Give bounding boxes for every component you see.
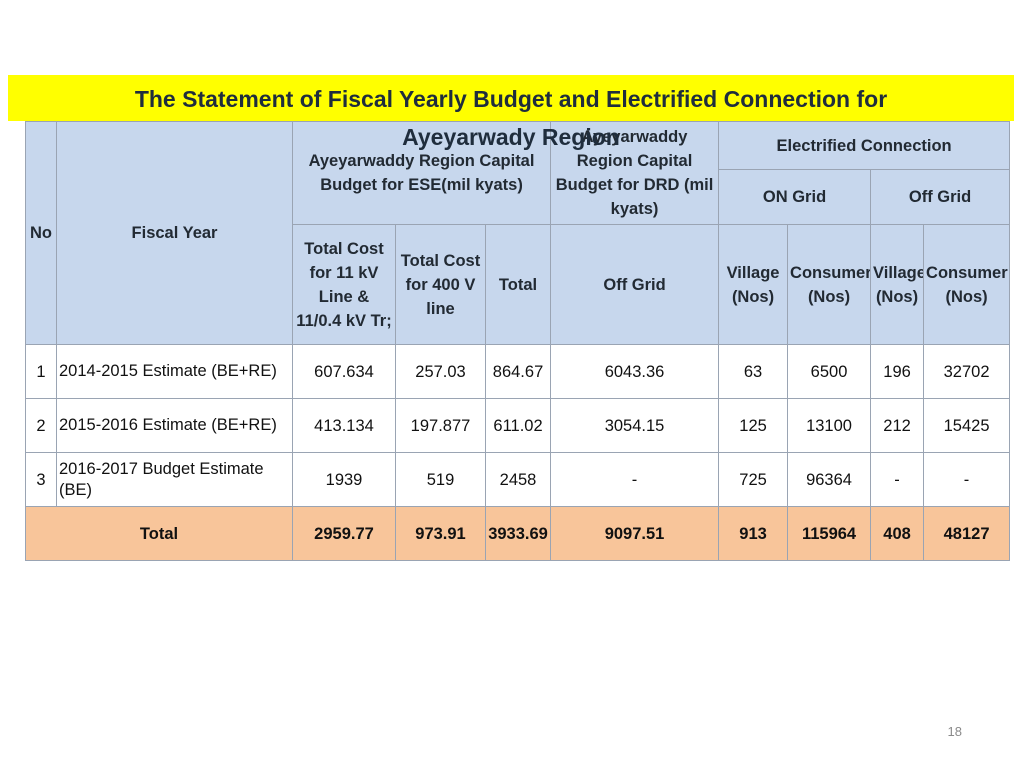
total-cost-400v: 973.91 bbox=[395, 506, 486, 561]
row-fiscal-year: 2015-2016 Estimate (BE+RE) bbox=[56, 398, 293, 453]
row-drd-off-grid: - bbox=[550, 452, 720, 507]
total-off-grid-village: 408 bbox=[870, 506, 925, 561]
header-ese-budget: Ayeyarwaddy Region Capital Budget for ES… bbox=[291, 121, 552, 225]
row-cost-400v: 257.03 bbox=[395, 344, 486, 399]
row-cost-400v: 197.877 bbox=[395, 398, 486, 453]
total-row: Total 2959.77 973.91 3933.69 9097.51 913… bbox=[25, 506, 1011, 561]
total-cost-11kv: 2959.77 bbox=[292, 506, 396, 561]
header-off-grid-consumer: Consumer (Nos) bbox=[923, 224, 1011, 345]
header-electrified-connection: Electrified Connection bbox=[718, 121, 1011, 170]
row-total: 864.67 bbox=[484, 344, 552, 399]
row-off-grid-consumer: 32702 bbox=[923, 344, 1011, 399]
header-on-grid-consumer: Consumer (Nos) bbox=[787, 224, 872, 345]
header-no: No bbox=[25, 121, 57, 345]
table-row: 2 2015-2016 Estimate (BE+RE) 413.134 197… bbox=[25, 398, 1011, 453]
row-total: 2458 bbox=[484, 452, 552, 507]
header-on-grid-village: Village (Nos) bbox=[718, 224, 789, 345]
row-off-grid-village: 212 bbox=[870, 398, 925, 453]
header-cost-11kv: Total Cost for 11 kV Line & 11/0.4 kV Tr… bbox=[292, 224, 396, 345]
table-row: 3 2016-2017 Budget Estimate (BE) 1939 51… bbox=[25, 452, 1011, 507]
header-cost-400v: Total Cost for 400 V line bbox=[395, 224, 486, 345]
row-off-grid-consumer: - bbox=[923, 452, 1011, 507]
row-no: 1 bbox=[25, 344, 57, 399]
row-off-grid-consumer: 15425 bbox=[923, 398, 1011, 453]
row-cost-11kv: 413.134 bbox=[292, 398, 396, 453]
row-fiscal-year: 2016-2017 Budget Estimate (BE) bbox=[56, 452, 293, 507]
header-drd-off-grid: Off Grid bbox=[550, 224, 720, 345]
row-no: 3 bbox=[25, 452, 57, 507]
row-on-grid-village: 725 bbox=[718, 452, 789, 507]
total-on-grid-consumer: 115964 bbox=[787, 506, 872, 561]
header-on-grid: ON Grid bbox=[718, 169, 872, 225]
row-no: 2 bbox=[25, 398, 57, 453]
header-drd-budget: Ayeyarwaddy Region Capital Budget for DR… bbox=[550, 121, 720, 225]
row-drd-off-grid: 3054.15 bbox=[550, 398, 720, 453]
row-on-grid-consumer: 13100 bbox=[787, 398, 872, 453]
row-off-grid-village: 196 bbox=[870, 344, 925, 399]
row-on-grid-consumer: 6500 bbox=[787, 344, 872, 399]
total-on-grid-village: 913 bbox=[718, 506, 789, 561]
row-on-grid-village: 125 bbox=[718, 398, 789, 453]
budget-table: No Fiscal Year Ayeyarwaddy Region Capita… bbox=[25, 121, 1011, 561]
header-off-grid-village: Village (Nos) bbox=[870, 224, 925, 345]
row-off-grid-village: - bbox=[870, 452, 925, 507]
row-on-grid-village: 63 bbox=[718, 344, 789, 399]
total-drd-off-grid: 9097.51 bbox=[550, 506, 720, 561]
total-total: 3933.69 bbox=[484, 506, 552, 561]
total-label: Total bbox=[25, 506, 293, 561]
table-row: 1 2014-2015 Estimate (BE+RE) 607.634 257… bbox=[25, 344, 1011, 399]
header-fiscal-year: Fiscal Year bbox=[56, 121, 293, 345]
row-drd-off-grid: 6043.36 bbox=[550, 344, 720, 399]
page-number: 18 bbox=[947, 724, 962, 739]
row-on-grid-consumer: 96364 bbox=[787, 452, 872, 507]
total-off-grid-consumer: 48127 bbox=[923, 506, 1011, 561]
row-cost-11kv: 1939 bbox=[292, 452, 396, 507]
header-off-grid: Off Grid bbox=[870, 169, 1011, 225]
title-band bbox=[8, 75, 1014, 121]
row-cost-11kv: 607.634 bbox=[292, 344, 396, 399]
row-fiscal-year: 2014-2015 Estimate (BE+RE) bbox=[56, 344, 293, 399]
row-cost-400v: 519 bbox=[395, 452, 486, 507]
header-total: Total bbox=[484, 224, 552, 345]
row-total: 611.02 bbox=[484, 398, 552, 453]
